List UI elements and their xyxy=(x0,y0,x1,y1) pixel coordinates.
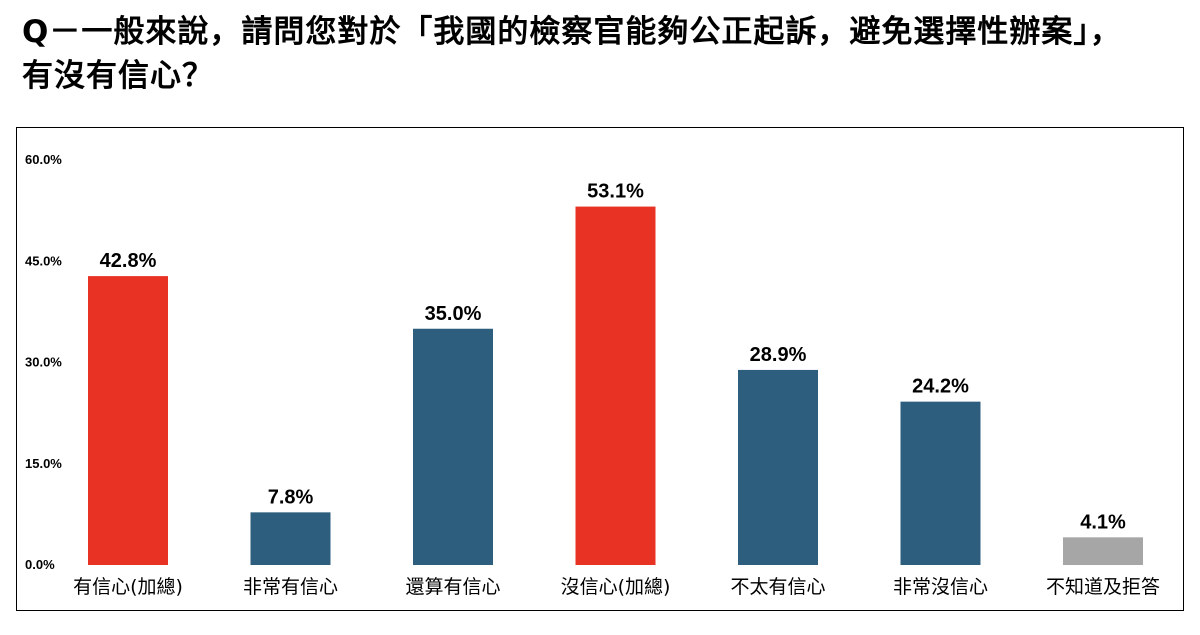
bar xyxy=(250,512,331,565)
page-title: Q－一般來說，請問您對於「我國的檢察官能夠公正起訴，避免選擇性辦案」，有沒有信心… xyxy=(22,14,1122,94)
bar xyxy=(413,328,493,565)
bar xyxy=(575,206,656,565)
x-tick-label: 非常沒信心 xyxy=(893,576,988,598)
x-tick-label: 不太有信心 xyxy=(730,576,825,598)
y-tick-label: 45.0% xyxy=(25,253,62,268)
data-label: 28.9% xyxy=(750,344,807,366)
y-tick-label: 60.0% xyxy=(25,152,62,167)
bar xyxy=(738,369,818,565)
data-label: 53.1% xyxy=(587,181,644,203)
y-tick-label: 15.0% xyxy=(25,456,62,471)
x-tick-label: 還算有信心 xyxy=(405,576,500,598)
bar xyxy=(88,276,168,565)
bar xyxy=(1063,537,1143,565)
x-tick-label: 沒信心(加總) xyxy=(561,576,671,598)
y-tick-label: 0.0% xyxy=(25,557,55,572)
data-label: 24.2% xyxy=(912,376,969,398)
data-label: 4.1% xyxy=(1080,511,1126,533)
x-tick-label: 非常有信心 xyxy=(243,576,338,598)
data-label: 42.8% xyxy=(100,250,157,272)
x-tick-label: 不知道及拒答 xyxy=(1046,576,1160,598)
data-label: 7.8% xyxy=(268,486,314,508)
x-tick-label: 有信心(加總) xyxy=(73,576,183,598)
y-tick-label: 30.0% xyxy=(25,355,62,370)
data-label: 35.0% xyxy=(425,303,482,325)
chart-frame xyxy=(16,127,1184,611)
bar xyxy=(900,401,981,565)
